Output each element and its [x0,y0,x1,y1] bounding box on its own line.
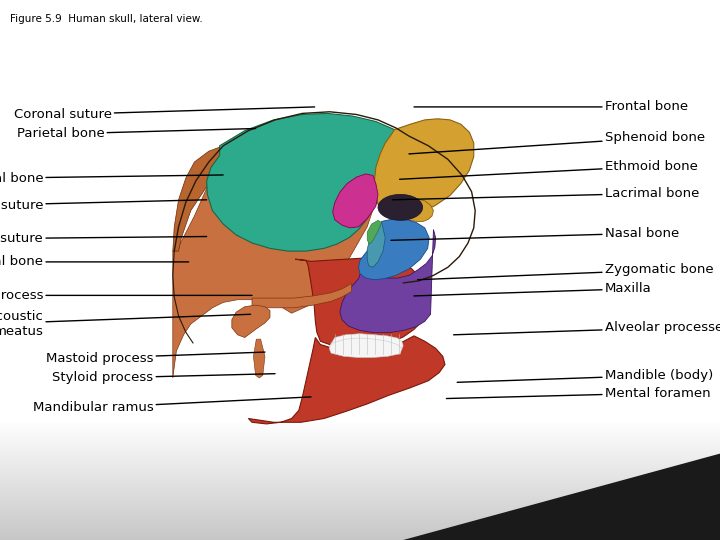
Polygon shape [340,230,436,333]
Text: Squamous suture: Squamous suture [0,232,207,245]
Text: Figure 5.9  Human skull, lateral view.: Figure 5.9 Human skull, lateral view. [10,14,203,24]
Polygon shape [207,113,410,251]
Polygon shape [232,305,270,338]
Polygon shape [392,199,433,221]
Text: Lambdoid suture: Lambdoid suture [0,199,207,212]
Polygon shape [367,220,382,244]
Polygon shape [333,174,378,228]
Text: Nasal bone: Nasal bone [391,227,679,240]
Text: Mandible (body): Mandible (body) [457,369,713,382]
Polygon shape [173,135,374,378]
Text: Sphenoid bone: Sphenoid bone [409,131,705,154]
Polygon shape [367,222,385,267]
Ellipse shape [378,194,423,220]
Text: Alveolar processes: Alveolar processes [454,321,720,335]
Polygon shape [374,119,474,219]
Text: Mental foramen: Mental foramen [446,387,711,400]
Text: Styloid process: Styloid process [53,372,275,384]
Text: Mastoid process: Mastoid process [46,352,265,365]
Polygon shape [330,334,403,354]
Text: Coronal suture: Coronal suture [14,107,315,121]
Polygon shape [359,219,429,280]
Text: Lacrimal bone: Lacrimal bone [392,187,699,200]
Text: Zygomatic process: Zygomatic process [0,289,252,302]
Polygon shape [253,339,265,378]
Text: External acoustic
meatus: External acoustic meatus [0,310,251,338]
Text: Ethmoid bone: Ethmoid bone [400,160,698,179]
Text: Temporal bone: Temporal bone [0,172,223,185]
Polygon shape [295,258,428,347]
Text: Zygomatic bone: Zygomatic bone [418,264,714,280]
Polygon shape [252,284,351,308]
Polygon shape [173,146,223,251]
Text: Maxilla: Maxilla [414,282,652,296]
Text: Occipital bone: Occipital bone [0,255,189,268]
Text: Frontal bone: Frontal bone [414,100,688,113]
Polygon shape [330,338,402,357]
Polygon shape [248,336,445,424]
Text: Parietal bone: Parietal bone [17,127,256,140]
Text: Mandibular ramus: Mandibular ramus [32,397,311,414]
Polygon shape [403,454,720,540]
